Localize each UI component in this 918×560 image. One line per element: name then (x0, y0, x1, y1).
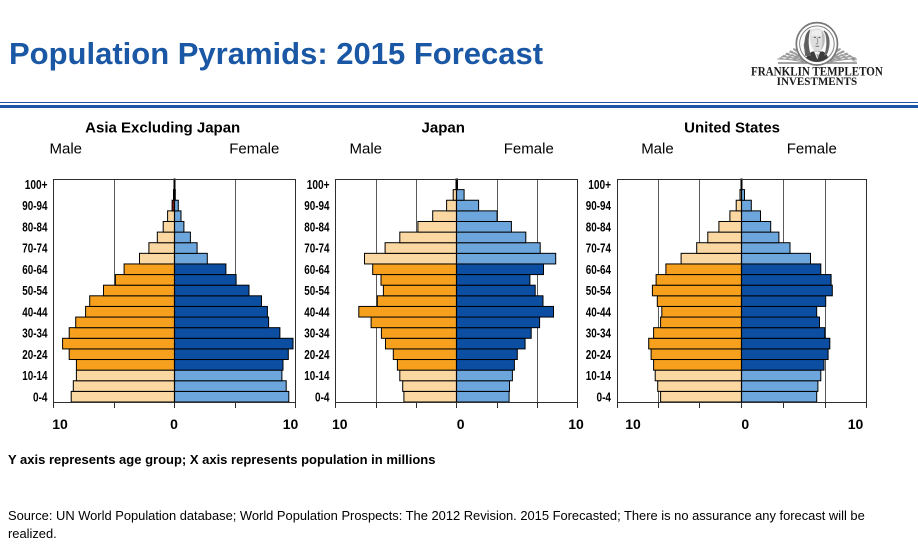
svg-text:0-4: 0-4 (597, 389, 612, 404)
svg-text:United States: United States (684, 119, 780, 136)
svg-text:Female: Female (229, 140, 279, 157)
svg-text:Japan: Japan (422, 119, 465, 136)
svg-text:®: ® (852, 56, 857, 64)
svg-text:Male: Male (350, 140, 383, 157)
svg-text:10: 10 (332, 416, 348, 432)
svg-text:0: 0 (457, 416, 465, 432)
svg-text:60-64: 60-64 (304, 262, 330, 277)
svg-text:10: 10 (568, 416, 584, 432)
svg-text:30-34: 30-34 (304, 326, 330, 341)
svg-text:Male: Male (50, 140, 83, 157)
svg-text:100+: 100+ (307, 177, 330, 192)
svg-text:80-84: 80-84 (22, 219, 48, 234)
svg-text:50-54: 50-54 (586, 283, 612, 298)
svg-text:20-24: 20-24 (22, 347, 48, 362)
svg-text:40-44: 40-44 (304, 304, 330, 319)
svg-text:0-4: 0-4 (33, 389, 48, 404)
svg-text:80-84: 80-84 (586, 219, 612, 234)
svg-text:30-34: 30-34 (22, 326, 48, 341)
svg-text:FRANKLIN TEMPLETON: FRANKLIN TEMPLETON (751, 64, 883, 78)
svg-text:60-64: 60-64 (586, 262, 612, 277)
svg-text:60-64: 60-64 (22, 262, 48, 277)
svg-text:Female: Female (504, 140, 554, 157)
svg-text:70-74: 70-74 (22, 241, 48, 256)
svg-text:10: 10 (283, 416, 299, 432)
svg-text:100+: 100+ (588, 177, 611, 192)
svg-text:90-94: 90-94 (304, 198, 330, 213)
svg-text:10: 10 (52, 416, 68, 432)
svg-text:10-14: 10-14 (22, 368, 48, 383)
svg-text:80-84: 80-84 (304, 219, 330, 234)
svg-text:50-54: 50-54 (304, 283, 330, 298)
svg-text:20-24: 20-24 (586, 347, 612, 362)
svg-text:10-14: 10-14 (586, 368, 612, 383)
svg-text:90-94: 90-94 (586, 198, 612, 213)
svg-text:100+: 100+ (25, 177, 48, 192)
svg-text:0: 0 (741, 416, 749, 432)
svg-text:20-24: 20-24 (304, 347, 330, 362)
svg-text:50-54: 50-54 (22, 283, 48, 298)
svg-text:90-94: 90-94 (22, 198, 48, 213)
svg-text:30-34: 30-34 (586, 326, 612, 341)
svg-text:Male: Male (641, 140, 674, 157)
svg-text:40-44: 40-44 (22, 304, 48, 319)
svg-text:70-74: 70-74 (586, 241, 612, 256)
svg-text:10: 10 (625, 416, 641, 432)
svg-text:10-14: 10-14 (304, 368, 330, 383)
svg-text:Female: Female (787, 140, 837, 157)
svg-text:10: 10 (848, 416, 864, 432)
svg-text:0-4: 0-4 (315, 389, 330, 404)
svg-text:70-74: 70-74 (304, 241, 330, 256)
svg-text:0: 0 (170, 416, 178, 432)
svg-text:INVESTMENTS: INVESTMENTS (777, 76, 858, 88)
svg-text:Asia Excluding Japan: Asia Excluding Japan (85, 119, 240, 136)
svg-text:40-44: 40-44 (586, 304, 612, 319)
